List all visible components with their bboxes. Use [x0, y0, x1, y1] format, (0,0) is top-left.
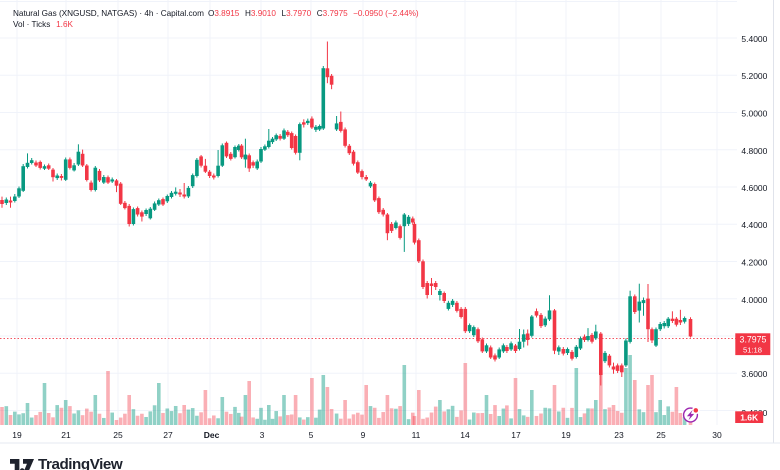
svg-text:5.0000: 5.0000	[741, 109, 767, 119]
svg-text:9: 9	[361, 430, 366, 440]
svg-text:4.0000: 4.0000	[741, 295, 767, 305]
svg-text:5.4000: 5.4000	[741, 34, 767, 44]
svg-text:1.6K: 1.6K	[740, 412, 759, 422]
svg-text:21: 21	[61, 430, 71, 440]
svg-text:19: 19	[561, 430, 571, 440]
svg-text:30: 30	[712, 430, 722, 440]
svg-text:3.6000: 3.6000	[741, 369, 767, 379]
svg-text:Dec: Dec	[204, 430, 220, 440]
svg-text:4.2000: 4.2000	[741, 258, 767, 268]
svg-text:4.6000: 4.6000	[741, 183, 767, 193]
svg-text:5: 5	[309, 430, 314, 440]
svg-text:4.4000: 4.4000	[741, 220, 767, 230]
svg-text:51:18: 51:18	[743, 345, 762, 354]
svg-text:4.8000: 4.8000	[741, 146, 767, 156]
svg-text:23: 23	[614, 430, 624, 440]
svg-text:27: 27	[163, 430, 173, 440]
svg-text:11: 11	[412, 430, 421, 440]
svg-text:14: 14	[460, 430, 470, 440]
svg-text:25: 25	[656, 430, 666, 440]
svg-text:3.7975: 3.7975	[740, 334, 767, 344]
svg-text:3: 3	[260, 430, 265, 440]
svg-text:19: 19	[12, 430, 22, 440]
svg-text:5.2000: 5.2000	[741, 71, 767, 81]
svg-text:17: 17	[511, 430, 521, 440]
svg-text:25: 25	[113, 430, 123, 440]
